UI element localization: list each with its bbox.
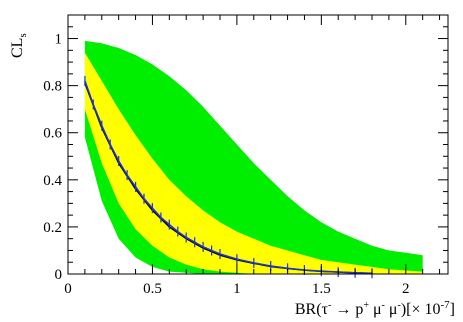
x-tick-label: 1.5 xyxy=(312,281,331,297)
y-tick-label: 0.8 xyxy=(43,79,62,95)
y-tick-label: 0 xyxy=(55,267,63,283)
x-tick-label: 0 xyxy=(64,281,72,297)
x-title-post: )[× 10 xyxy=(401,301,441,318)
x-tick-label: 0.5 xyxy=(143,281,162,297)
x-title-close: ] xyxy=(450,301,455,318)
x-title-sup2: + xyxy=(363,300,369,311)
x-title-sup3: - xyxy=(382,300,385,311)
y-tick-label: 1 xyxy=(55,32,63,48)
x-title-exp: -7 xyxy=(441,299,451,311)
x-title-arrow: → p xyxy=(331,301,363,318)
bands-layer xyxy=(84,40,423,275)
y-axis-title: CLs xyxy=(9,33,29,58)
observed-line xyxy=(84,80,373,275)
y-axis-title-sub: s xyxy=(17,33,29,37)
x-title-mu1: μ xyxy=(369,301,382,318)
x-tick-label: 2 xyxy=(402,281,410,297)
x-tick-label: 1 xyxy=(233,281,241,297)
ticks-layer: 0 0.5 1 1.5 2 0 0.2 0.4 0.6 0.8 1 xyxy=(43,15,448,297)
y-axis-title-main: CL xyxy=(9,38,26,58)
band-1sigma xyxy=(84,52,423,275)
x-axis-title: BR(τ- → p+ μ- μ-)[× 10-7] xyxy=(295,299,455,318)
x-title-sup1: - xyxy=(328,300,331,311)
x-title-sup4: - xyxy=(397,300,400,311)
x-title-mu2: μ xyxy=(385,301,398,318)
y-tick-label: 0.6 xyxy=(43,126,62,142)
x-title-pre: BR(τ xyxy=(295,301,329,318)
y-tick-label: 0.4 xyxy=(43,173,62,189)
y-tick-label: 0.2 xyxy=(43,220,62,236)
